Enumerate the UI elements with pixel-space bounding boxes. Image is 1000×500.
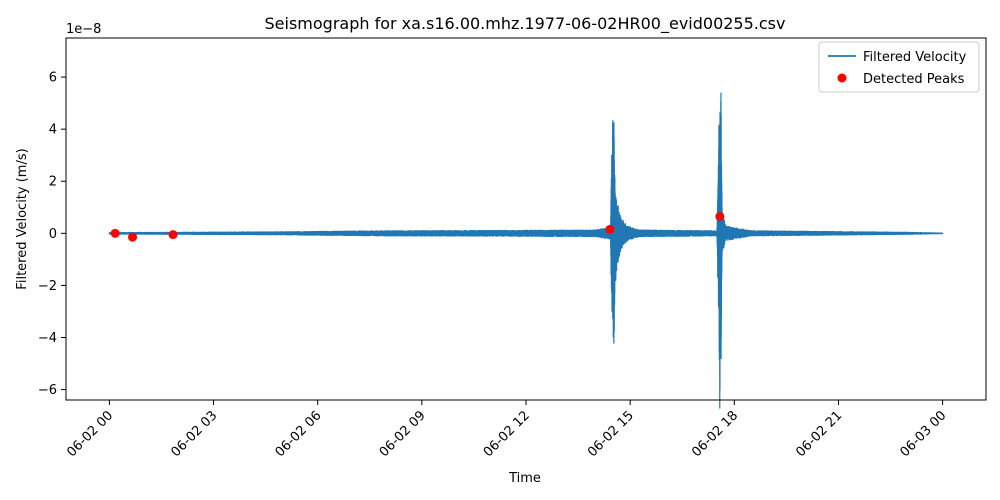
y-tick-label: 2 [49, 175, 57, 190]
y-axis-label: Filtered Velocity (m/s) [15, 148, 30, 289]
legend: Filtered Velocity Detected Peaks [818, 41, 980, 93]
detected-peak-point [715, 211, 725, 221]
x-axis-label: Time [508, 471, 541, 486]
detected-peak-point [128, 232, 138, 242]
y-tick-label: 6 [49, 71, 57, 86]
y-tick-label: 0 [49, 227, 57, 242]
y-offset-label: 1e−8 [66, 22, 101, 37]
legend-marker-swatch [837, 73, 847, 83]
detected-peak-point [605, 224, 615, 234]
y-axis: −6 −4 −2 0 2 4 6 [38, 71, 66, 398]
chart-title: Seismograph for xa.s16.00.mhz.1977-06-02… [265, 14, 786, 34]
y-tick-label: −6 [38, 383, 57, 398]
legend-label-filtered-velocity: Filtered Velocity [863, 50, 967, 65]
legend-box [818, 41, 980, 93]
series-line-filtered-velocity [108, 92, 944, 409]
detected-peak-point [168, 230, 178, 240]
y-tick-label: 4 [49, 123, 57, 138]
y-tick-label: −4 [38, 331, 57, 346]
detected-peak-point [110, 228, 120, 238]
legend-label-detected-peaks: Detected Peaks [863, 72, 965, 87]
y-tick-label: −2 [38, 279, 57, 294]
